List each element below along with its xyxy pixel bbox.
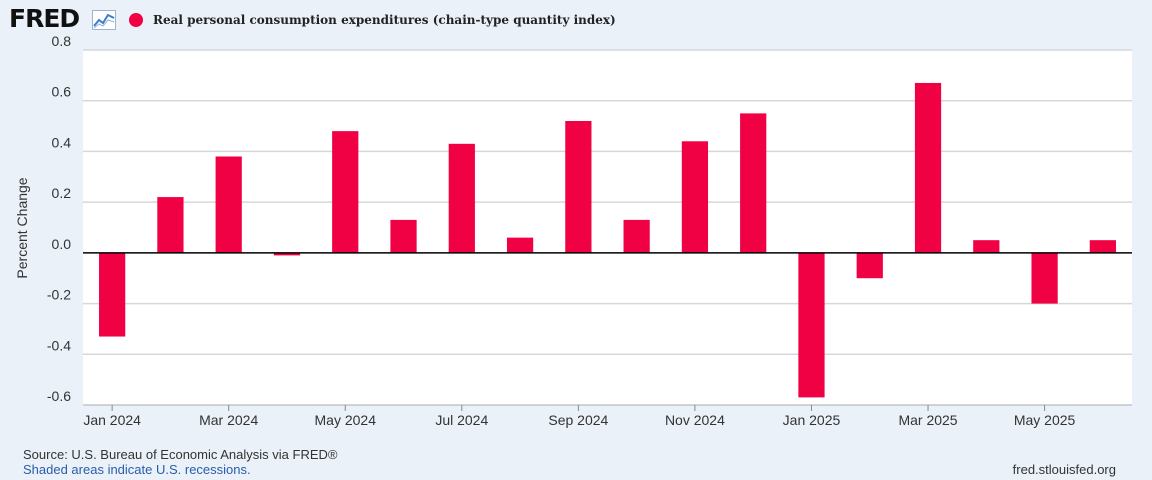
- x-tick-label: Nov 2024: [665, 412, 725, 428]
- bar[interactable]: [973, 240, 1000, 253]
- site-url[interactable]: fred.stlouisfed.org: [1012, 462, 1116, 477]
- plot-area: [83, 50, 1132, 405]
- bar[interactable]: [1031, 252, 1058, 304]
- bar[interactable]: [390, 219, 417, 253]
- bars: [99, 82, 1116, 398]
- bar[interactable]: [623, 219, 650, 253]
- bar[interactable]: [99, 252, 126, 337]
- bar[interactable]: [273, 252, 301, 256]
- fred-logo[interactable]: FRED: [9, 4, 80, 33]
- bar[interactable]: [332, 131, 359, 253]
- x-tick-label: Mar 2025: [898, 412, 957, 428]
- y-tick-label: -0.2: [47, 287, 71, 303]
- x-tick-label: Mar 2024: [199, 412, 258, 428]
- x-tick-label: Sep 2024: [548, 412, 608, 428]
- bar[interactable]: [856, 252, 883, 279]
- bar[interactable]: [565, 121, 592, 253]
- y-tick-label: 0.6: [52, 84, 72, 100]
- x-tick-label: Jan 2024: [83, 412, 141, 428]
- y-tick-label: -0.6: [47, 388, 71, 404]
- recessions-note[interactable]: Shaded areas indicate U.S. recessions.: [23, 462, 251, 477]
- bar[interactable]: [740, 113, 767, 253]
- y-axis-ticks: 0.8 0.6 0.4 0.2 0.0 -0.2 -0.4 -0.6: [47, 33, 71, 404]
- bar[interactable]: [798, 252, 825, 398]
- bar[interactable]: [914, 82, 942, 253]
- bar[interactable]: [448, 143, 475, 253]
- x-tick-label: Jan 2025: [783, 412, 841, 428]
- y-tick-label: 0.8: [52, 33, 72, 49]
- x-tick-label: May 2024: [315, 412, 377, 428]
- y-tick-label: 0.4: [52, 134, 72, 150]
- y-axis-label: Percent Change: [14, 177, 30, 278]
- y-tick-label: -0.4: [47, 337, 71, 353]
- x-tick-label: Jul 2024: [435, 412, 488, 428]
- y-tick-label: 0.0: [52, 236, 72, 252]
- bar[interactable]: [157, 197, 184, 253]
- x-axis-ticks: Jan 2024 Mar 2024 May 2024 Jul 2024 Sep 2024…: [83, 404, 1132, 428]
- x-tick-label: May 2025: [1014, 412, 1076, 428]
- bar[interactable]: [1089, 240, 1116, 253]
- chart-header: FRED Real personal consumption expenditu…: [0, 0, 1152, 42]
- bar-chart: 0.8 0.6 0.4 0.2 0.0 -0.2 -0.4 -0.6 Jan 2024 Mar …: [14, 33, 1132, 428]
- source-note: Source: U.S. Bureau of Economic Analysis…: [23, 447, 338, 462]
- fred-chart-line-icon: [92, 10, 116, 30]
- bar[interactable]: [506, 237, 534, 253]
- bar[interactable]: [215, 156, 242, 253]
- legend-marker: [129, 13, 143, 27]
- y-tick-label: 0.2: [52, 185, 72, 201]
- bar[interactable]: [681, 141, 709, 253]
- legend-label[interactable]: Real personal consumption expenditures (…: [153, 13, 616, 27]
